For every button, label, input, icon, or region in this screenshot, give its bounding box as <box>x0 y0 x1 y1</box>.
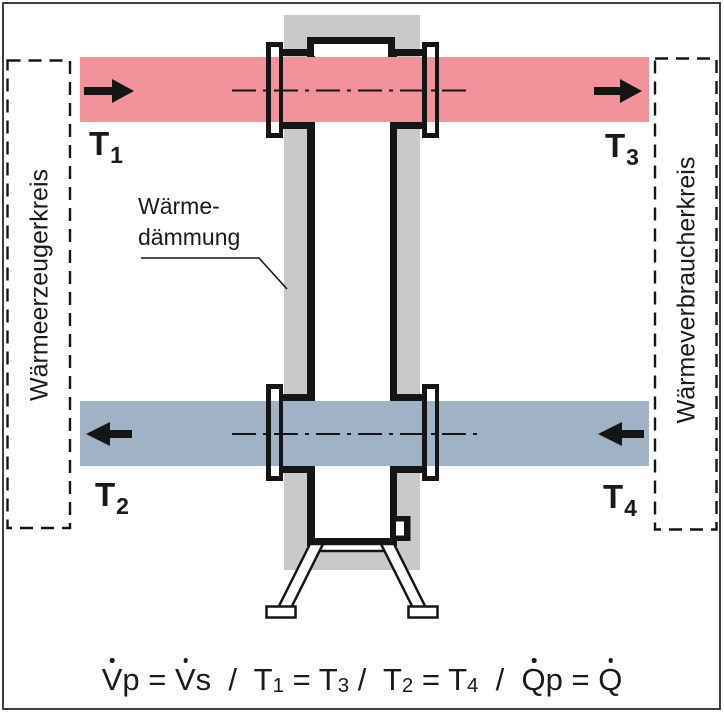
formula-dotted-symbol: Q <box>521 662 546 697</box>
flange-cap <box>422 133 439 138</box>
flange-cap <box>266 133 283 138</box>
formula-subscript: 1 <box>272 674 284 698</box>
vessel-top-cap-right <box>388 37 395 58</box>
nozzle-bar <box>283 122 311 129</box>
nozzle-bar <box>394 122 424 129</box>
flange-plate <box>278 42 283 138</box>
t2-subscript: 2 <box>116 493 129 519</box>
t1-letter: T <box>89 125 110 162</box>
vessel-wall-left <box>307 56 315 546</box>
insulation-callout-line1: Wärme- <box>138 193 220 219</box>
vessel-top-cap-left <box>307 37 314 58</box>
formula-dotted-symbol: V <box>101 662 123 697</box>
t4-subscript: 4 <box>624 495 637 521</box>
flange-plate <box>278 384 283 481</box>
t4-letter: T <box>603 478 624 515</box>
t1-subscript: 1 <box>110 142 123 168</box>
formula-dotted-symbol: V <box>174 662 196 697</box>
formula-text: = <box>283 662 319 697</box>
cold-flow-band <box>80 401 649 466</box>
flange-top-left <box>266 42 283 138</box>
flange-top-right <box>422 42 439 138</box>
flange-bottom-left <box>266 384 283 481</box>
formula-text: T <box>448 662 468 697</box>
formula-text: = <box>562 662 599 697</box>
formula-text: T <box>382 662 402 697</box>
flange-plate <box>422 42 427 138</box>
vessel-wall-right <box>389 56 397 546</box>
flange-plate <box>266 384 271 481</box>
formula-text: T <box>318 662 338 697</box>
formula-text: s <box>195 662 212 697</box>
formula-text: T <box>253 662 273 697</box>
formula-text: / <box>349 662 383 697</box>
balance-formula: Vp = Vs / T1 = T3 / T2 = T4 / Qp = Q <box>0 662 724 698</box>
flange-plate <box>422 384 427 481</box>
t3-letter: T <box>605 127 626 164</box>
formula-text: = <box>139 662 175 697</box>
vessel-top-cap <box>307 37 395 44</box>
nozzle-bar <box>394 466 424 473</box>
formula-text: p <box>122 662 140 697</box>
nozzle-bar <box>394 394 424 401</box>
nozzle-bar <box>394 49 424 56</box>
nozzle-bar <box>283 466 311 473</box>
label-t1: T1 <box>89 125 123 167</box>
flange-cap <box>422 42 439 47</box>
nozzle-bar <box>283 49 311 56</box>
formula-subscript: 3 <box>337 674 350 698</box>
flange-plate <box>434 42 439 138</box>
flange-plate <box>266 42 271 138</box>
zone-label-heat-generator: Wärmeerzeugerkreis <box>25 168 54 402</box>
formula-text: = <box>413 662 449 697</box>
nozzle-bar <box>283 394 311 401</box>
flange-plate <box>434 384 439 481</box>
flange-cap <box>266 42 283 47</box>
t2-letter: T <box>95 476 116 513</box>
zone-label-heat-consumer: Wärmeverbraucherkreis <box>672 156 701 424</box>
insulation-callout: Wärme- dämmung <box>138 191 240 253</box>
formula-text: p <box>545 662 563 697</box>
flange-bottom-right <box>422 384 439 481</box>
t3-subscript: 3 <box>626 144 639 170</box>
flange-cap <box>266 384 283 389</box>
formula-text: / <box>478 662 522 697</box>
flange-cap <box>422 384 439 389</box>
insulation-callout-line2: dämmung <box>138 224 241 250</box>
formula-dotted-symbol: Q <box>598 662 623 697</box>
formula-subscript: 4 <box>467 674 479 698</box>
flange-cap <box>266 476 283 481</box>
flange-cap <box>422 476 439 481</box>
hot-flow-band <box>80 57 649 122</box>
formula-subscript: 2 <box>401 674 414 698</box>
label-t4: T4 <box>603 478 637 520</box>
label-t2: T2 <box>95 476 129 518</box>
label-t3: T3 <box>605 127 639 169</box>
formula-text: / <box>211 662 254 697</box>
